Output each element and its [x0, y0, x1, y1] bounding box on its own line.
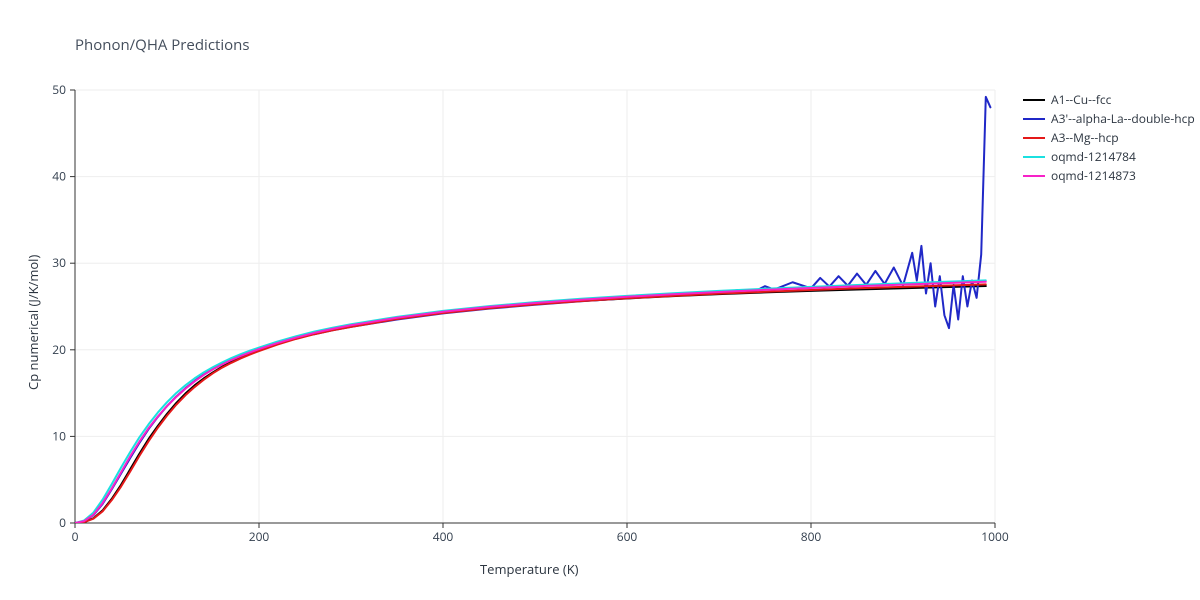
legend-item[interactable]: A1--Cu--fcc: [1023, 90, 1195, 109]
legend: A1--Cu--fcc A3'--alpha-La--double-hcp A3--…: [1023, 90, 1195, 185]
series-line: [75, 282, 986, 523]
legend-label: A1--Cu--fcc: [1051, 91, 1111, 108]
svg-text:800: 800: [801, 528, 822, 545]
x-axis-label: Temperature (K): [480, 560, 579, 578]
series-line: [75, 284, 986, 523]
y-axis-label: Cp numerical (J/K/mol): [24, 255, 42, 390]
legend-label: oqmd-1214873: [1051, 167, 1136, 184]
svg-text:1000: 1000: [981, 528, 1009, 545]
legend-item[interactable]: A3'--alpha-La--double-hcp: [1023, 109, 1195, 128]
svg-text:400: 400: [433, 528, 454, 545]
legend-item[interactable]: A3--Mg--hcp: [1023, 128, 1195, 147]
legend-swatch: [1023, 156, 1045, 158]
svg-text:10: 10: [52, 427, 66, 444]
legend-label: oqmd-1214784: [1051, 148, 1136, 165]
chart-plot-area[interactable]: 0 200 400 600 800 1000 0 10 20 30 40 50: [0, 0, 1200, 600]
svg-text:40: 40: [52, 168, 66, 185]
svg-text:200: 200: [249, 528, 270, 545]
svg-text:0: 0: [59, 514, 66, 531]
series-line: [75, 286, 986, 523]
legend-label: A3'--alpha-La--double-hcp: [1051, 110, 1195, 127]
series-line: [75, 280, 986, 523]
svg-text:30: 30: [52, 254, 66, 271]
svg-text:50: 50: [52, 81, 66, 98]
svg-text:20: 20: [52, 341, 66, 358]
svg-text:600: 600: [617, 528, 638, 545]
series-line: [75, 97, 990, 523]
legend-swatch: [1023, 137, 1045, 139]
legend-item[interactable]: oqmd-1214784: [1023, 147, 1195, 166]
legend-item[interactable]: oqmd-1214873: [1023, 166, 1195, 185]
chart-container: Phonon/QHA Predictions 02004006008001000…: [0, 0, 1200, 600]
legend-swatch: [1023, 118, 1045, 120]
legend-swatch: [1023, 99, 1045, 101]
svg-text:0: 0: [72, 528, 79, 545]
legend-label: A3--Mg--hcp: [1051, 129, 1119, 146]
legend-swatch: [1023, 175, 1045, 177]
